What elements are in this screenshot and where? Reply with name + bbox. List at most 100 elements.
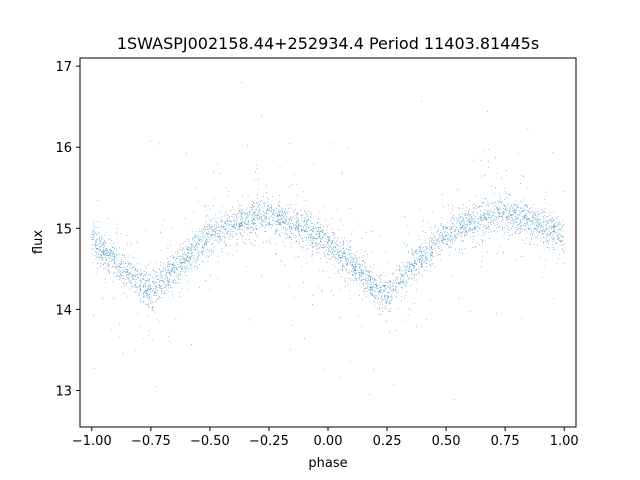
data-point bbox=[186, 288, 188, 290]
data-point bbox=[219, 216, 221, 218]
data-point bbox=[163, 287, 165, 289]
data-point bbox=[294, 224, 296, 226]
data-point bbox=[508, 230, 510, 231]
data-point bbox=[286, 216, 288, 218]
data-point bbox=[554, 229, 556, 231]
data-point bbox=[366, 291, 368, 293]
data-point bbox=[138, 286, 140, 288]
data-point bbox=[381, 300, 383, 301]
data-point bbox=[406, 274, 408, 276]
data-point bbox=[298, 231, 300, 233]
data-point bbox=[555, 226, 557, 228]
data-point bbox=[132, 266, 134, 268]
data-point bbox=[545, 259, 547, 260]
data-point bbox=[329, 247, 331, 249]
data-point bbox=[361, 270, 363, 272]
data-point bbox=[440, 232, 442, 234]
data-point bbox=[148, 296, 150, 298]
data-point bbox=[131, 263, 132, 265]
data-point bbox=[491, 203, 492, 204]
data-point bbox=[453, 234, 455, 236]
data-point bbox=[118, 276, 119, 278]
data-point bbox=[387, 285, 389, 287]
data-point bbox=[504, 198, 506, 200]
data-point bbox=[253, 214, 255, 216]
data-point bbox=[276, 207, 278, 209]
data-point bbox=[460, 236, 462, 238]
data-point bbox=[442, 239, 444, 240]
data-point bbox=[312, 304, 313, 306]
data-point bbox=[323, 247, 325, 249]
data-point bbox=[371, 288, 373, 290]
data-point bbox=[221, 251, 223, 253]
data-point bbox=[295, 215, 297, 217]
data-point bbox=[396, 291, 397, 293]
data-point bbox=[389, 284, 391, 286]
data-point bbox=[201, 231, 202, 233]
data-point bbox=[441, 237, 443, 239]
data-point bbox=[139, 284, 141, 286]
data-point bbox=[93, 237, 95, 239]
data-point bbox=[483, 214, 485, 216]
data-point bbox=[350, 260, 351, 262]
data-point bbox=[491, 186, 493, 187]
data-point bbox=[439, 236, 441, 238]
data-point bbox=[95, 241, 97, 243]
data-point bbox=[484, 217, 485, 219]
data-point bbox=[320, 239, 322, 240]
data-point bbox=[291, 239, 292, 241]
data-point bbox=[154, 277, 156, 279]
data-point bbox=[314, 224, 316, 225]
data-point bbox=[328, 239, 330, 241]
data-point bbox=[164, 293, 166, 294]
data-point bbox=[288, 225, 290, 227]
data-point bbox=[553, 238, 555, 240]
data-point bbox=[244, 223, 246, 225]
data-point bbox=[103, 252, 104, 254]
data-point bbox=[508, 207, 510, 209]
data-point bbox=[357, 258, 359, 260]
data-point bbox=[385, 301, 386, 303]
data-point bbox=[301, 231, 302, 233]
data-point bbox=[176, 273, 178, 275]
data-point bbox=[412, 264, 414, 265]
data-point bbox=[169, 285, 171, 286]
data-point bbox=[276, 212, 277, 213]
data-point bbox=[280, 211, 281, 213]
data-point bbox=[206, 239, 207, 241]
data-point bbox=[231, 216, 233, 218]
data-point bbox=[344, 277, 346, 279]
data-point bbox=[148, 305, 149, 307]
data-point bbox=[254, 217, 256, 219]
data-point bbox=[304, 236, 305, 238]
data-point bbox=[187, 261, 189, 263]
data-point bbox=[502, 212, 504, 214]
data-point bbox=[148, 273, 150, 275]
data-point bbox=[185, 259, 187, 261]
data-point bbox=[475, 208, 477, 210]
data-point bbox=[452, 207, 454, 209]
data-point bbox=[308, 234, 310, 235]
data-point bbox=[503, 211, 505, 213]
data-point bbox=[356, 258, 357, 260]
data-point bbox=[219, 226, 221, 228]
data-point bbox=[148, 264, 150, 266]
data-point bbox=[115, 276, 117, 277]
data-point bbox=[236, 219, 238, 221]
data-point bbox=[423, 261, 425, 263]
data-point bbox=[134, 268, 136, 270]
data-point bbox=[112, 253, 114, 254]
data-point bbox=[333, 251, 335, 253]
data-point bbox=[356, 260, 358, 262]
data-point bbox=[375, 279, 377, 281]
data-point bbox=[468, 211, 469, 212]
data-point bbox=[229, 245, 231, 247]
data-point bbox=[323, 243, 325, 244]
data-point bbox=[407, 314, 409, 316]
data-point bbox=[204, 205, 206, 207]
data-point bbox=[291, 228, 293, 229]
data-point bbox=[469, 227, 470, 229]
data-point bbox=[277, 214, 279, 215]
data-point bbox=[458, 252, 460, 253]
data-point bbox=[189, 257, 191, 259]
